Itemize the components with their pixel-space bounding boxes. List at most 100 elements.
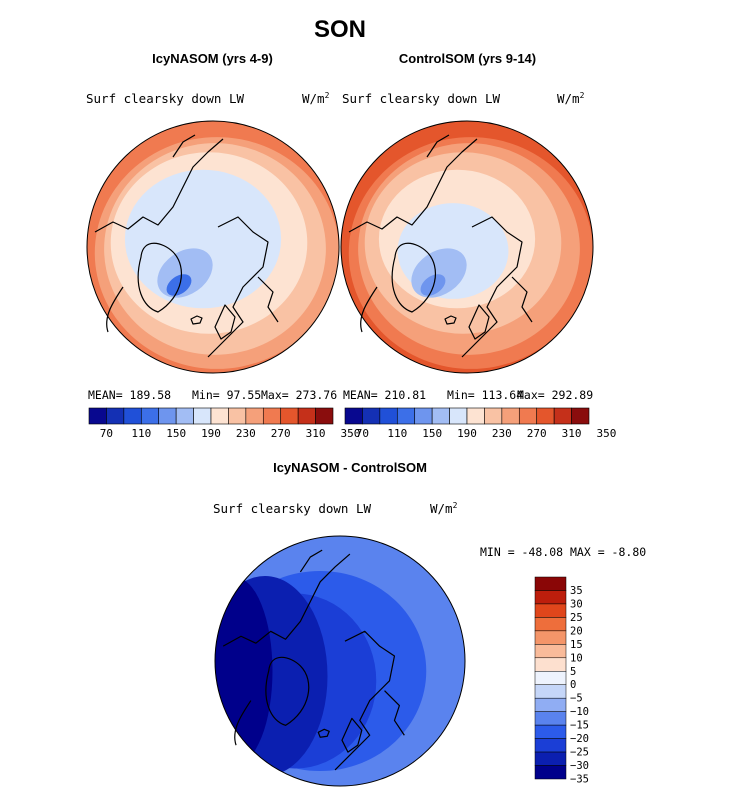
contour-band [166,274,192,296]
coastline [511,276,533,323]
colorbar-tick-label: 150 [166,427,186,440]
units-label-icy: W/m2 [302,91,329,106]
coastlines-icy [94,134,279,358]
units-label-diff: W/m2 [430,501,457,516]
colorbar-swatch [106,407,125,425]
colorbar-tick-label: 270 [527,427,547,440]
page-title: SON [313,16,366,43]
colorbar-tick-label: 190 [201,427,221,440]
colorbar-swatch [534,590,567,605]
units-exp: 2 [579,91,585,100]
colorbar-tick-label: 190 [457,427,477,440]
colorbar-swatch [228,407,247,425]
units-base: W/m [557,91,580,107]
colorbar-tick-label: 25 [570,612,583,624]
colorbar-tick-label: 15 [570,639,583,651]
colorbar-tick-label: 350 [340,427,360,440]
units-exp: 2 [324,91,330,100]
colorbar-swatch [379,407,398,425]
max-stat-control: Max= 292.89 [517,388,594,402]
polar-map-icy [87,121,339,373]
colorbar-swatch [534,657,567,672]
min-stat-control: Min= 113.64 [447,388,524,402]
coastline [94,138,224,233]
colorbar-swatch [534,751,567,766]
coastline [106,286,124,333]
colorbar-swatch [518,407,538,425]
coastline [234,700,252,746]
coastline [265,656,310,726]
colorbar-swatch [534,738,567,753]
coastline [384,690,405,736]
units-base: W/m [430,501,453,517]
colorbar-tick-label: −25 [570,747,589,759]
units-exp: 2 [452,501,458,510]
colorbar-tick-label: 110 [131,427,151,440]
colorbar-swatch [536,407,555,425]
map-border-control [340,120,594,374]
coastline [214,304,236,340]
colorbar-swatch [501,407,520,425]
colorbar-tick-label: −20 [570,733,589,745]
polar-map-diff [215,536,465,786]
polar-map-control [341,121,593,373]
colorbar-tick-label: −10 [570,706,589,718]
coastline [334,630,396,771]
colorbar-tick-label: −35 [570,774,589,786]
colorbar-swatch [571,407,590,425]
colorbar-tick-label: 230 [236,427,256,440]
units-label-control: W/m2 [557,91,584,106]
colorbar-swatch [534,576,567,591]
coastline [391,242,436,313]
colorbar-tick-label: 20 [570,625,583,637]
colorbar-swatch [362,407,381,425]
panel-title-icy: IcyNASOM (yrs 4-9) [152,51,273,66]
coastlines-control [348,134,533,358]
max-stat-icy: Max= 273.76 [261,388,338,402]
colorbar-swatch [315,407,334,425]
mean-stat-control: MEAN= 210.81 [343,388,427,402]
coastline [222,553,351,647]
coastline [299,549,323,573]
colorbar-swatch [534,724,567,739]
colorbar-tick-label: 70 [100,427,113,440]
colorbar-swatch [534,630,567,645]
colorbar-tick-label: 70 [356,427,369,440]
variable-label-icy: Surf clearsky down LW [86,91,245,106]
colorbar-tick-label: −30 [570,760,589,772]
coastline [444,315,457,325]
colorbar-swatch [534,644,567,659]
coastline [461,216,523,358]
coastline [207,216,269,358]
colorbar-swatch [123,407,142,425]
colorbar-swatch [466,407,485,425]
colorbar-tick-label: 10 [570,652,583,664]
colorbar-swatch [210,407,229,425]
colorbar-swatch [280,407,299,425]
colorbar-swatch [297,407,316,425]
units-base: W/m [302,91,325,107]
colorbar-swatch [534,617,567,632]
coastline [468,304,490,340]
coastlines-diff [222,549,405,771]
colorbar-swatch [534,603,567,618]
colorbar-swatch [553,407,572,425]
colorbar-tick-label: −5 [570,693,583,705]
colorbar-swatch [449,407,468,425]
map-border-icy [86,120,340,374]
coastline [426,134,450,158]
colorbar-tick-label: 35 [570,585,583,597]
colorbar-tick-label: 270 [271,427,291,440]
colorbar-swatch [534,765,567,780]
colorbar-tick-label: 310 [562,427,582,440]
colorbar-swatch [534,684,567,699]
mean-stat-icy: MEAN= 189.58 [88,388,172,402]
colorbar-control: 70 110 150 190 230 270 310 350 [344,407,616,440]
coastline [360,286,378,333]
contour-band [420,274,446,296]
variable-label-diff: Surf clearsky down LW [213,501,372,516]
min-stat-icy: Min= 97.55 [192,388,262,402]
colorbar-swatch [193,407,212,425]
variable-label-control: Surf clearsky down LW [342,91,501,106]
colorbar-swatch [414,407,433,425]
